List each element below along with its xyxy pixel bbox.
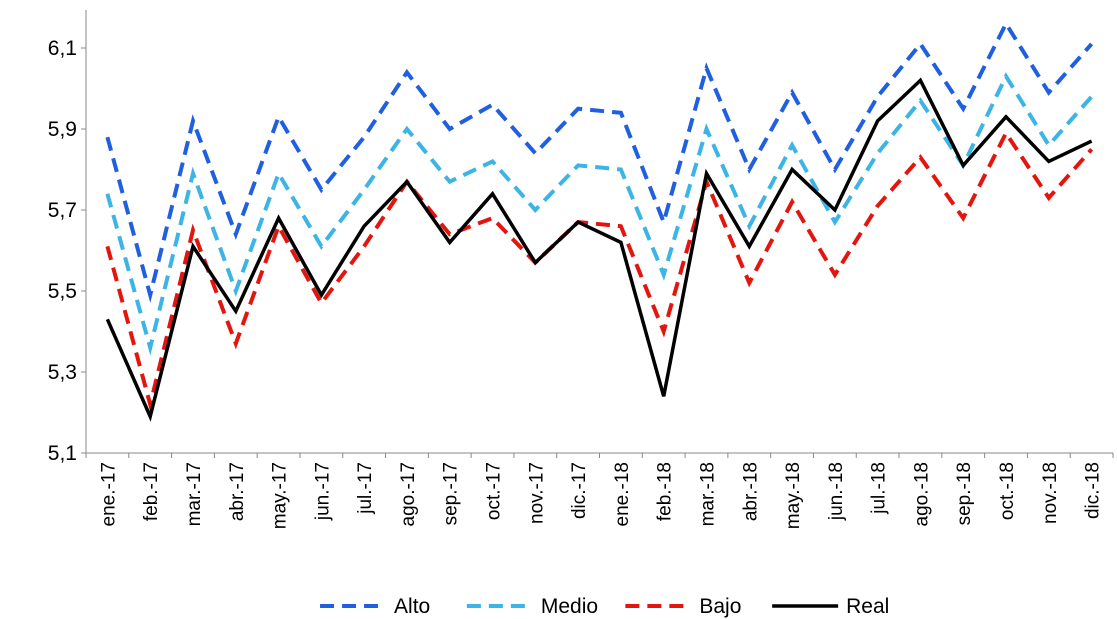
y-axis-ticks: 5,1 5,3 5,5 5,7 5,9 6,1 xyxy=(48,37,86,465)
y-tick-label: 6,1 xyxy=(48,37,77,60)
y-tick-label: 5,7 xyxy=(48,199,77,222)
x-tick-label: sep.-18 xyxy=(954,462,975,525)
x-tick-label: jun.-17 xyxy=(312,462,333,521)
x-tick-label: ago.-18 xyxy=(911,462,932,526)
series-lines xyxy=(105,19,1094,422)
x-tick-label: abr.-17 xyxy=(227,462,248,521)
x-tick-label: jun.-18 xyxy=(826,462,847,521)
x-tick-label: nov.-18 xyxy=(1040,462,1061,524)
x-tick-label: may.-17 xyxy=(270,462,291,529)
legend-label-real: Real xyxy=(846,595,889,618)
x-tick-label: abr.-18 xyxy=(740,462,761,521)
x-tick-label: mar.-18 xyxy=(697,462,718,526)
legend-label-bajo: Bajo xyxy=(699,595,741,618)
x-tick-label: jul.-17 xyxy=(355,462,376,515)
series-line-real xyxy=(105,77,1093,422)
x-tick-label: dic.-18 xyxy=(1083,462,1104,519)
x-tick-label: sep.-17 xyxy=(441,462,462,525)
x-tick-label: ago.-17 xyxy=(398,462,419,526)
x-tick-label: may.-18 xyxy=(783,462,804,529)
x-tick-label: feb.-17 xyxy=(141,462,162,521)
series-line-medio xyxy=(105,72,1094,356)
y-tick-label: 5,1 xyxy=(48,442,77,465)
x-tick-label: oct.-17 xyxy=(484,462,505,520)
legend-label-alto: Alto xyxy=(394,595,430,618)
legend: Alto Medio Bajo Real xyxy=(320,595,889,618)
series-line-bajo xyxy=(105,129,1094,413)
y-tick-label: 5,3 xyxy=(48,361,77,384)
x-axis-ticks: ene.-17 feb.-17 mar.-17 abr.-17 may.-17 jun.-… xyxy=(85,453,1114,529)
y-tick-label: 5,9 xyxy=(48,118,77,141)
x-tick-label: ene.-17 xyxy=(98,462,119,526)
x-tick-label: dic.-17 xyxy=(569,462,590,519)
x-tick-label: oct.-18 xyxy=(997,462,1018,520)
legend-label-medio: Medio xyxy=(541,595,598,618)
y-tick-label: 5,5 xyxy=(48,280,77,303)
x-tick-label: ene.-18 xyxy=(612,462,633,526)
series-line-alto xyxy=(105,19,1094,303)
x-tick-label: nov.-17 xyxy=(526,462,547,524)
x-tick-label: feb.-18 xyxy=(655,462,676,521)
x-tick-label: jul.-18 xyxy=(869,462,890,515)
x-tick-label: mar.-17 xyxy=(184,462,205,526)
